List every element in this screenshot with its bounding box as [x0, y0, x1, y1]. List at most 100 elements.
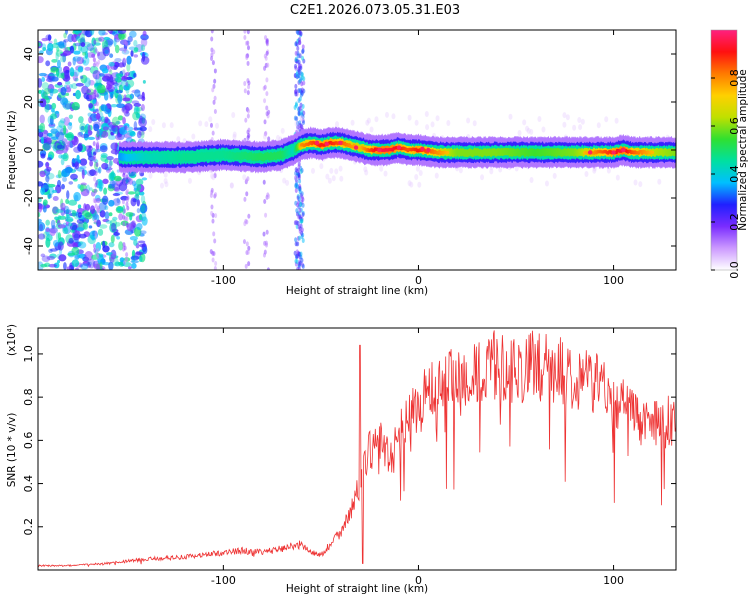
noise-cell — [40, 263, 48, 268]
noise-cell — [74, 77, 79, 82]
noise-cell — [42, 199, 48, 206]
noise-cell — [38, 205, 43, 213]
noise-cell — [42, 142, 52, 151]
halo-cell — [229, 182, 234, 189]
noise-cell — [118, 241, 124, 251]
noise-cell — [134, 89, 141, 98]
noise-cell — [87, 136, 96, 141]
noise-cell — [84, 66, 91, 71]
noise-streak-cell — [213, 172, 217, 178]
noise-cell — [39, 50, 44, 55]
noise-cell — [70, 229, 75, 233]
noise-cell — [117, 94, 123, 104]
noise-cell — [102, 262, 111, 266]
noise-streak-cell — [298, 88, 302, 94]
noise-cell — [41, 76, 46, 82]
noise-cell — [138, 213, 143, 221]
snr-y-tick-label: 1.0 — [22, 345, 35, 363]
noise-cell — [129, 131, 136, 137]
noise-streak-cell — [263, 199, 267, 205]
noise-streak-cell — [123, 94, 127, 100]
noise-cell — [83, 131, 89, 141]
noise-cell — [63, 262, 67, 270]
noise-cell — [99, 261, 103, 270]
halo-cell — [526, 127, 531, 134]
noise-streak-cell — [93, 157, 97, 163]
noise-streak-cell — [93, 176, 97, 182]
noise-cell — [55, 209, 64, 213]
noise-cell — [80, 263, 89, 270]
ridge-peak — [338, 140, 343, 145]
noise-streak-cell — [298, 53, 302, 59]
halo-cell — [633, 179, 638, 186]
noise-cell — [90, 205, 95, 214]
noise-cell — [65, 218, 74, 222]
noise-cell — [66, 132, 75, 141]
noise-streak-cell — [244, 117, 248, 123]
halo-cell — [280, 127, 285, 134]
noise-cell — [77, 66, 84, 73]
noise-streak-cell — [94, 182, 98, 188]
noise-streak-cell — [297, 40, 301, 46]
noise-cell — [108, 159, 112, 168]
noise-streak-cell — [296, 241, 300, 247]
noise-streak-cell — [294, 188, 298, 194]
halo-cell — [163, 171, 168, 178]
noise-cell — [98, 179, 104, 190]
noise-streak-cell — [97, 135, 101, 141]
noise-streak-cell — [92, 62, 96, 68]
noise-streak-cell — [125, 201, 129, 207]
noise-cell — [45, 175, 50, 183]
noise-cell — [41, 43, 47, 51]
spectrogram-x-tick-label: 0 — [415, 274, 422, 287]
noise-cell — [129, 30, 137, 38]
noise-cell — [73, 50, 81, 55]
noise-streak-cell — [211, 87, 215, 93]
colorbar-gradient — [711, 30, 737, 270]
noise-cell — [89, 169, 97, 176]
noise-streak-cell — [125, 197, 129, 203]
noise-cell — [47, 34, 52, 41]
halo-cell — [435, 115, 440, 122]
colorbar-tick-label: 0.6 — [728, 117, 741, 135]
noise-cell — [87, 124, 91, 134]
noise-cell — [71, 246, 80, 256]
noise-streak-cell — [301, 263, 305, 269]
halo-cell — [319, 163, 324, 170]
noise-cell — [63, 205, 70, 215]
halo-cell — [537, 116, 542, 123]
halo-cell — [159, 182, 164, 189]
noise-cell — [79, 75, 84, 79]
halo-cell — [430, 121, 435, 128]
noise-streak-cell — [298, 126, 302, 132]
noise-cell — [50, 113, 57, 120]
halo-cell — [434, 172, 439, 179]
halo-cell — [552, 172, 557, 179]
noise-cell — [50, 67, 59, 73]
halo-cell — [580, 118, 585, 125]
noise-streak-cell — [213, 238, 217, 244]
noise-cell — [88, 102, 94, 109]
noise-streak-cell — [213, 78, 217, 84]
noise-cell — [135, 178, 144, 186]
noise-cell — [101, 195, 109, 205]
halo-cell — [424, 111, 429, 118]
halo-cell — [489, 168, 494, 175]
noise-cell — [115, 126, 119, 136]
noise-cell — [44, 104, 53, 110]
noise-cell — [41, 255, 51, 263]
noise-cell — [140, 172, 145, 177]
noise-cell — [109, 53, 114, 58]
noise-streak-cell — [299, 76, 303, 82]
noise-cell — [136, 222, 143, 231]
noise-cell — [118, 62, 125, 68]
noise-cell — [38, 221, 46, 232]
noise-streak-cell — [267, 109, 271, 115]
noise-streak-cell — [297, 110, 301, 116]
noise-cell — [69, 67, 75, 77]
noise-streak-cell — [247, 45, 251, 51]
noise-cell — [108, 184, 115, 189]
noise-cell — [139, 126, 147, 132]
noise-cell — [111, 124, 119, 132]
noise-cell — [88, 225, 93, 229]
